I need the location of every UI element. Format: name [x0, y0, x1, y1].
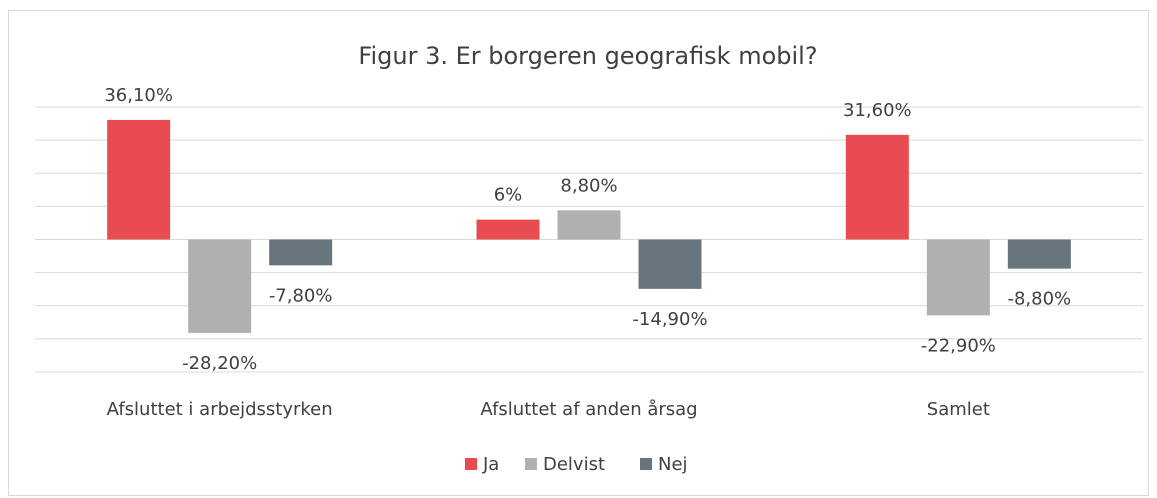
legend-swatch: [640, 458, 652, 470]
legend-label: Ja: [482, 454, 499, 475]
bar: [926, 239, 990, 316]
bar: [107, 119, 171, 240]
data-label: -14,90%: [632, 309, 707, 330]
data-label: 6%: [494, 185, 523, 206]
legend-label: Delvist: [543, 454, 605, 475]
data-label: 36,10%: [104, 85, 173, 106]
x-tick-label: Samlet: [927, 399, 990, 420]
chart-title: Figur 3. Er borgeren geografisk mobil?: [358, 42, 817, 70]
data-label: -8,80%: [1007, 289, 1071, 310]
bar: [638, 239, 702, 289]
bar: [1007, 239, 1071, 269]
bar: [269, 239, 333, 266]
bar: [845, 134, 909, 240]
x-tick-label: Afsluttet i arbejdsstyrken: [107, 399, 333, 420]
data-label: -28,20%: [182, 353, 257, 374]
data-label: -7,80%: [269, 285, 333, 306]
x-tick-label: Afsluttet af anden årsag: [480, 399, 697, 420]
data-label: -22,90%: [921, 335, 996, 356]
legend-label: Nej: [658, 454, 688, 475]
data-label: 8,80%: [560, 175, 617, 196]
bar: [557, 210, 621, 240]
bar: [476, 219, 540, 240]
bar: [188, 239, 252, 333]
legend-swatch: [465, 458, 477, 470]
data-label: 31,60%: [843, 100, 912, 121]
legend-swatch: [525, 458, 537, 470]
